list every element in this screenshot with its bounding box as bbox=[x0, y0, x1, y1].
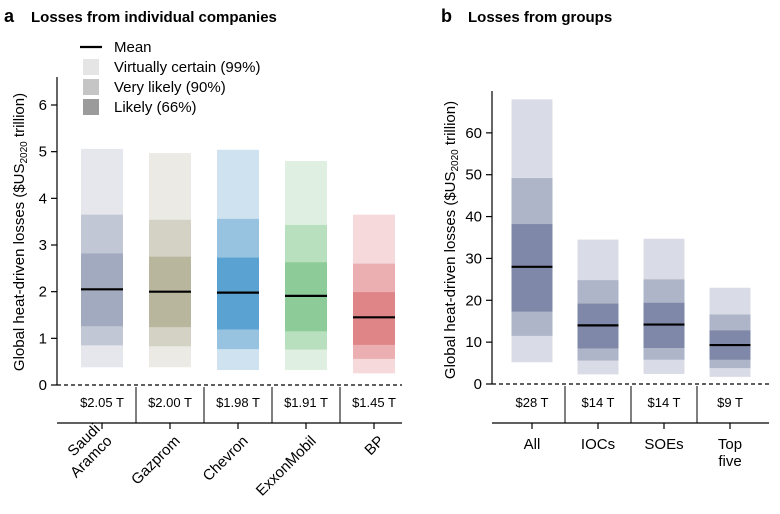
panel-a-y-axis-label: Global heat-driven losses ($US2020 trill… bbox=[11, 93, 30, 371]
panel-a-y-tick-label: 5 bbox=[39, 144, 47, 161]
panel-a-value-label: $2.05 T bbox=[80, 395, 124, 410]
legend-swatch bbox=[83, 59, 99, 75]
y-axis-label-subscript: 2020 bbox=[19, 141, 30, 164]
panel-a-value-label: $1.45 T bbox=[352, 395, 396, 410]
panel-a-category-label: SaudiAramco bbox=[55, 421, 116, 482]
panel-b-y-tick-label: 0 bbox=[474, 376, 482, 393]
panel-b-value-label: $28 T bbox=[515, 395, 548, 410]
category-label-line: IOCs bbox=[581, 436, 615, 453]
panel-b-y-tick-label: 30 bbox=[465, 250, 482, 267]
legend-swatch bbox=[83, 99, 99, 115]
panel-b-y-tick-label: 40 bbox=[465, 209, 482, 226]
category-label-line: All bbox=[524, 436, 541, 453]
panel-b-value-label: $14 T bbox=[581, 395, 614, 410]
category-label-line: Gazprom bbox=[128, 433, 184, 489]
category-label-line: five bbox=[718, 453, 741, 470]
panel-a-category-label: ExxonMobil bbox=[253, 433, 320, 500]
legend-swatch bbox=[83, 79, 99, 95]
panel-b-title: Losses from groups bbox=[468, 9, 612, 26]
panel-a-chart: 0 1 2 3 4 5 6 Global heat-driven losses ($US202… bbox=[11, 77, 402, 499]
panel-b-category-label: IOCs bbox=[581, 436, 615, 453]
panel-b-value-label: $9 T bbox=[717, 395, 743, 410]
legend-label: Very likely (90%) bbox=[114, 79, 226, 96]
panel-b-y-tick-label: 10 bbox=[465, 334, 482, 351]
y-axis-label-part: trillion) bbox=[11, 93, 28, 141]
panel-b-y-tick-label: 50 bbox=[465, 167, 482, 184]
y-axis-label-part: Global heat-driven losses ($US bbox=[442, 171, 459, 379]
y-axis-label-part: Global heat-driven losses ($US bbox=[11, 163, 28, 371]
panel-a-letter: a bbox=[4, 6, 15, 26]
legend-label: Likely (66%) bbox=[114, 99, 197, 116]
panel-b-category-label: SOEs bbox=[644, 436, 683, 453]
panel-a-value-label: $1.98 T bbox=[216, 395, 260, 410]
legend-label: Virtually certain (99%) bbox=[114, 59, 260, 76]
panel-a-value-label: $2.00 T bbox=[148, 395, 192, 410]
panel-a-category-label: BP bbox=[361, 433, 387, 459]
panel-a-category-label: Gazprom bbox=[128, 433, 184, 489]
panel-a-y-tick-label: 4 bbox=[39, 190, 47, 207]
panel-b-letter: b bbox=[441, 6, 452, 26]
panel-a-value-label: $1.91 T bbox=[284, 395, 328, 410]
category-label-line: ExxonMobil bbox=[253, 433, 320, 500]
panel-a-y-tick-label: 1 bbox=[39, 330, 47, 347]
panel-b-category-label: All bbox=[524, 436, 541, 453]
legend-label: Mean bbox=[114, 39, 152, 56]
panel-b-category-label: Top five bbox=[718, 436, 742, 470]
panel-a-title: Losses from individual companies bbox=[31, 9, 277, 26]
y-axis-label-subscript: 2020 bbox=[450, 149, 461, 172]
panel-b-y-axis-label: Global heat-driven losses ($US2020 trill… bbox=[442, 101, 461, 379]
panel-a-bar-likely bbox=[353, 292, 395, 345]
panel-a-y-tick-label: 3 bbox=[39, 237, 47, 254]
y-axis-label-part: trillion) bbox=[442, 101, 459, 149]
category-label-line: SOEs bbox=[644, 436, 683, 453]
panel-a-y-tick-label: 0 bbox=[39, 377, 47, 394]
panel-a-y-tick-label: 2 bbox=[39, 284, 47, 301]
panel-b-value-label: $14 T bbox=[647, 395, 680, 410]
category-label-line: Chevron bbox=[200, 433, 252, 485]
category-label-line: Top bbox=[718, 436, 742, 453]
category-label-line: BP bbox=[361, 433, 387, 459]
legend: Mean Virtually certain (99%) Very likely (… bbox=[80, 39, 260, 116]
panel-a-y-tick-label: 6 bbox=[39, 97, 47, 114]
panel-b-y-tick-label: 20 bbox=[465, 292, 482, 309]
panel-a-category-label: Chevron bbox=[200, 433, 252, 485]
panel-b-y-tick-label: 60 bbox=[465, 125, 482, 142]
